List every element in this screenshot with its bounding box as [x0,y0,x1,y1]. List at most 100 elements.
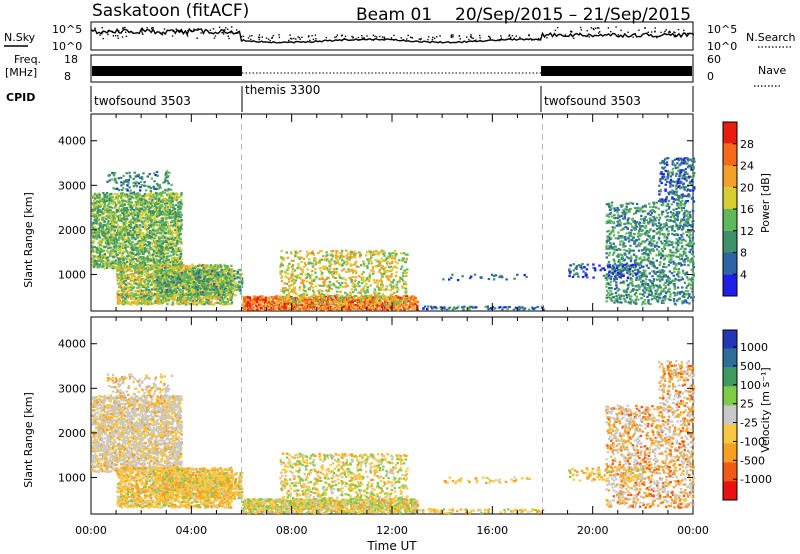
nsky-tick-top: 10^5 [52,23,82,36]
range-gate-cell [177,223,180,226]
range-gate-cell [223,271,226,275]
range-gate-cell [98,241,102,245]
range-gate-cell [106,204,110,207]
range-gate-cell [137,173,140,176]
range-gate-cell [159,281,162,284]
range-gate-cell [174,214,177,217]
range-gate-cell [293,298,297,301]
nsearch-point [458,35,460,37]
range-gate-cell [414,302,417,306]
nsearch-point [533,39,535,41]
range-gate-cell [128,293,131,296]
range-gate-cell [255,308,258,311]
range-gate-cell [147,269,150,272]
range-gate-cell [152,260,155,264]
range-gate-cell [167,182,170,185]
range-gate-cell [175,291,179,294]
range-gate-cell [166,206,170,209]
range-gate-cell [195,299,198,302]
range-gate-cell [324,304,327,307]
nsearch-point [341,39,343,41]
range-gate-cell [139,268,142,271]
nsearch-point [475,39,477,41]
range-gate-cell [109,197,112,200]
range-gate-cell [165,216,169,219]
range-gate-cell [129,201,132,204]
range-gate-cell [241,301,244,304]
nsearch-point [634,33,636,35]
range-gate-cell [165,290,168,293]
range-gate-cell [107,211,111,214]
range-gate-cell [205,282,208,285]
range-gate-cell [138,275,141,278]
range-gate-cell [132,177,135,180]
range-gate-cell [221,303,225,306]
range-gate-cell [115,210,119,213]
range-gate-cell [101,256,105,259]
range-gate-cell [214,291,217,295]
range-gate-cell [188,274,191,278]
range-gate-cell [203,274,206,277]
range-gate-cell [123,302,126,306]
range-gate-cell [230,279,233,282]
nsearch-point [590,27,593,29]
range-gate-cell [127,182,130,185]
range-gate-cell [337,305,341,308]
range-gate-cell [284,308,288,311]
range-gate-cell [109,236,112,239]
range-gate-cell [228,293,231,296]
range-gate-cell [384,306,387,309]
range-gate-cell [187,276,190,279]
nsearch-tick-top: 10^5 [707,23,737,36]
range-gate-cell [91,208,95,211]
range-gate-cell [216,288,219,291]
range-gate-cell [206,270,209,273]
range-gate-cell [108,225,112,228]
range-gate-cell [137,263,140,266]
range-gate-cell [146,272,149,275]
range-gate-cell [165,205,168,208]
range-gate-cell [151,256,155,259]
range-gate-cell [151,253,155,256]
range-gate-cell [142,194,146,197]
range-gate-cell [191,302,194,305]
range-gate-cell [294,279,298,282]
range-gate-cell [158,269,161,272]
range-gate-cell [225,264,228,268]
range-gate-cell [134,265,137,268]
range-gate-cell [108,194,112,197]
nsearch-point [669,31,671,33]
range-gate-cell [235,284,238,287]
range-gate-cell [125,277,129,280]
range-gate-cell [168,208,171,211]
nsearch-point [344,35,347,37]
range-gate-cell [226,265,230,268]
range-gate-cell [177,237,180,240]
range-gate-cell [146,218,149,221]
range-gate-cell [117,229,121,232]
nsearch-point [588,33,590,35]
range-gate-cell [119,232,122,235]
range-gate-cell [124,274,127,277]
range-gate-cell [165,245,169,248]
range-gate-cell [136,225,139,228]
range-gate-cell [230,264,233,267]
range-gate-cell [243,300,246,304]
range-gate-cell [296,308,299,311]
range-gate-cell [159,229,162,232]
nsearch-point [402,39,404,41]
range-gate-cell [217,297,220,300]
range-gate-cell [164,188,167,192]
range-gate-cell [150,268,153,271]
range-gate-cell [211,289,214,293]
range-gate-cell [184,273,188,276]
range-gate-cell [144,278,148,281]
range-gate-cell [137,279,140,282]
range-gate-cell [171,259,175,262]
range-gate-cell [217,280,220,283]
range-gate-cell [178,263,181,266]
range-gate-cell [204,279,208,282]
range-gate-cell [186,280,190,283]
range-gate-cell [258,305,261,308]
range-gate-cell [116,276,119,279]
